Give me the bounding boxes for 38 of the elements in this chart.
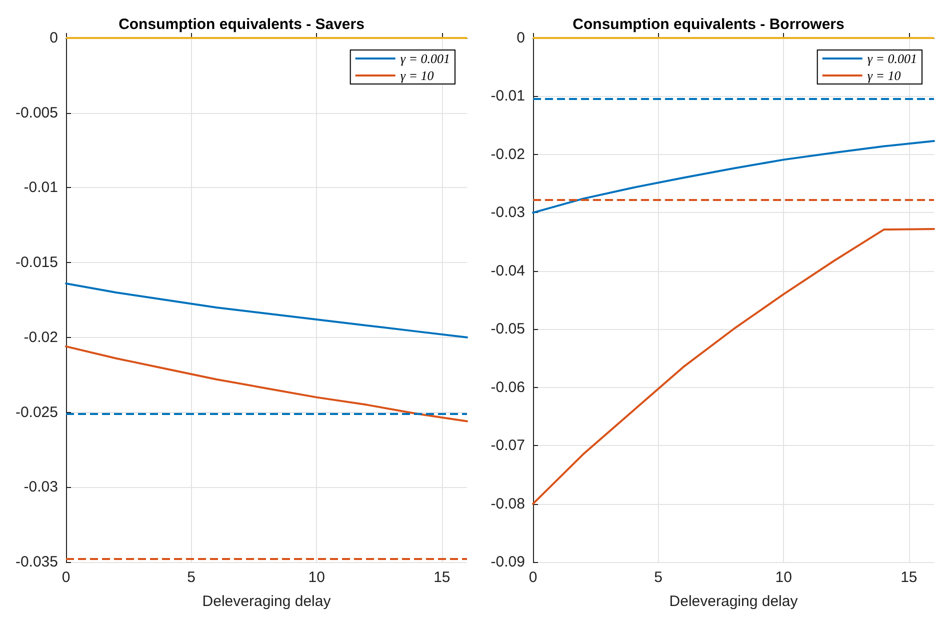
y-tick-label: -0.02 [24,328,58,346]
y-tick-label: -0.03 [24,478,58,496]
x-tick-label: 15 [900,569,918,586]
y-tick-label: -0.04 [490,262,525,280]
chart-title: Consumption equivalents - Savers [118,16,364,33]
chart-title: Consumption equivalents - Borrowers [572,16,844,33]
line-series [65,282,468,338]
x-tick-label: 10 [308,569,325,586]
y-tick-label: -0.08 [490,495,525,512]
line-series [532,228,935,505]
y-tick-label: -0.01 [24,179,58,196]
x-tick-label: 10 [775,569,792,586]
line-series [532,140,935,214]
x-axis-title: Deleveraging delay [669,593,798,610]
y-tick-label: -0.09 [490,554,525,570]
x-axis-title: Deleveraging delay [202,593,332,610]
line-series [65,345,468,422]
y-tick-label: -0.005 [15,104,58,122]
y-tick-label: -0.05 [490,320,525,338]
x-tick-label: 15 [434,569,450,586]
y-tick-label: -0.01 [490,88,525,105]
y-tick-label: -0.035 [15,554,58,570]
legend-label: γ = 10 [400,68,434,83]
y-tick-label: 0 [516,30,525,46]
x-tick-label: 5 [187,569,196,586]
y-tick-label: -0.03 [490,204,525,222]
x-tick-label: 5 [654,569,662,586]
legend-label: γ = 0.001 [867,51,918,66]
y-tick-label: 0 [50,30,58,46]
x-tick-label: 0 [62,569,70,586]
y-tick-label: -0.025 [15,404,58,421]
legend-label: γ = 0.001 [400,51,450,66]
legend-label: γ = 10 [867,68,902,83]
y-tick-label: -0.02 [490,146,525,163]
y-tick-label: -0.06 [490,378,525,396]
y-tick-label: -0.015 [15,254,58,272]
y-tick-label: -0.07 [490,437,525,454]
x-tick-label: 0 [528,569,538,586]
